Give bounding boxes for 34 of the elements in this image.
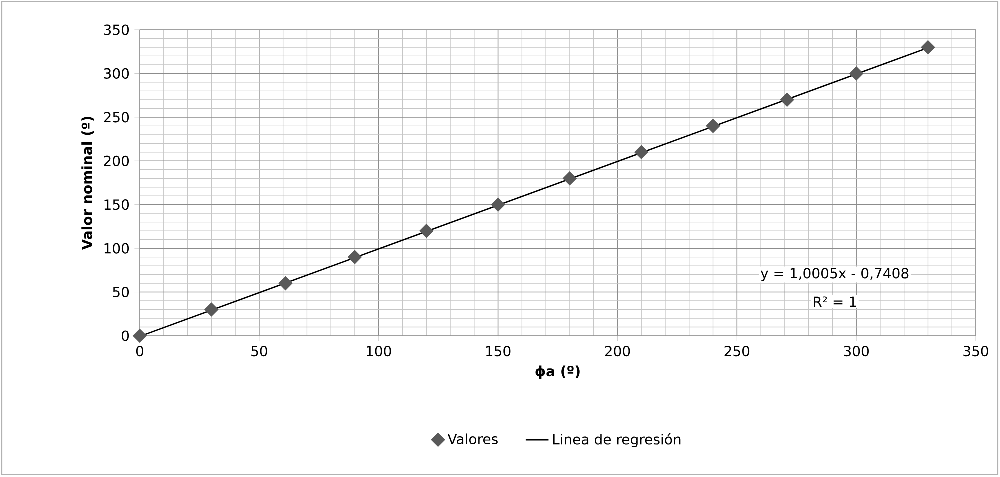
point	[562, 172, 578, 186]
y-tick-label: 200	[104, 156, 130, 166]
point	[706, 119, 720, 134]
point	[491, 198, 506, 212]
y-tick-label: 300	[104, 68, 130, 79]
x-tick-label: 300	[844, 346, 869, 357]
y-tick-label: 0	[122, 330, 130, 342]
x-tick-label: 100	[367, 346, 392, 357]
point	[278, 276, 293, 291]
point	[204, 302, 219, 317]
point	[420, 224, 434, 238]
legend-label: Linea de regresión	[553, 433, 681, 448]
point	[348, 250, 362, 264]
y-axis-title: Valor nominal (º)	[82, 116, 94, 250]
annotation: y = 1,0005x - 0,7408	[760, 268, 909, 282]
x-tick-label: 350	[964, 346, 988, 357]
y-tick-label: 250	[104, 112, 130, 123]
x-tick-label: 150	[486, 346, 511, 357]
x-axis-title: ϕa (º)	[536, 366, 580, 380]
point	[132, 328, 148, 344]
legend-label: Valores	[448, 434, 498, 445]
x-tick-label: 200	[605, 346, 630, 357]
x-tick-label: 250	[724, 346, 750, 357]
point	[921, 40, 936, 55]
annotation: R² = 1	[814, 296, 856, 308]
y-tick-label: 350	[104, 24, 130, 36]
y-tick-label: 150	[104, 200, 130, 210]
x-tick-label: 50	[252, 346, 268, 357]
point	[850, 66, 864, 81]
point	[634, 145, 649, 160]
x-tick-label: 0	[136, 346, 144, 357]
y-tick-label: 100	[104, 243, 130, 254]
point	[780, 92, 794, 107]
y-tick-label: 50	[113, 286, 130, 298]
